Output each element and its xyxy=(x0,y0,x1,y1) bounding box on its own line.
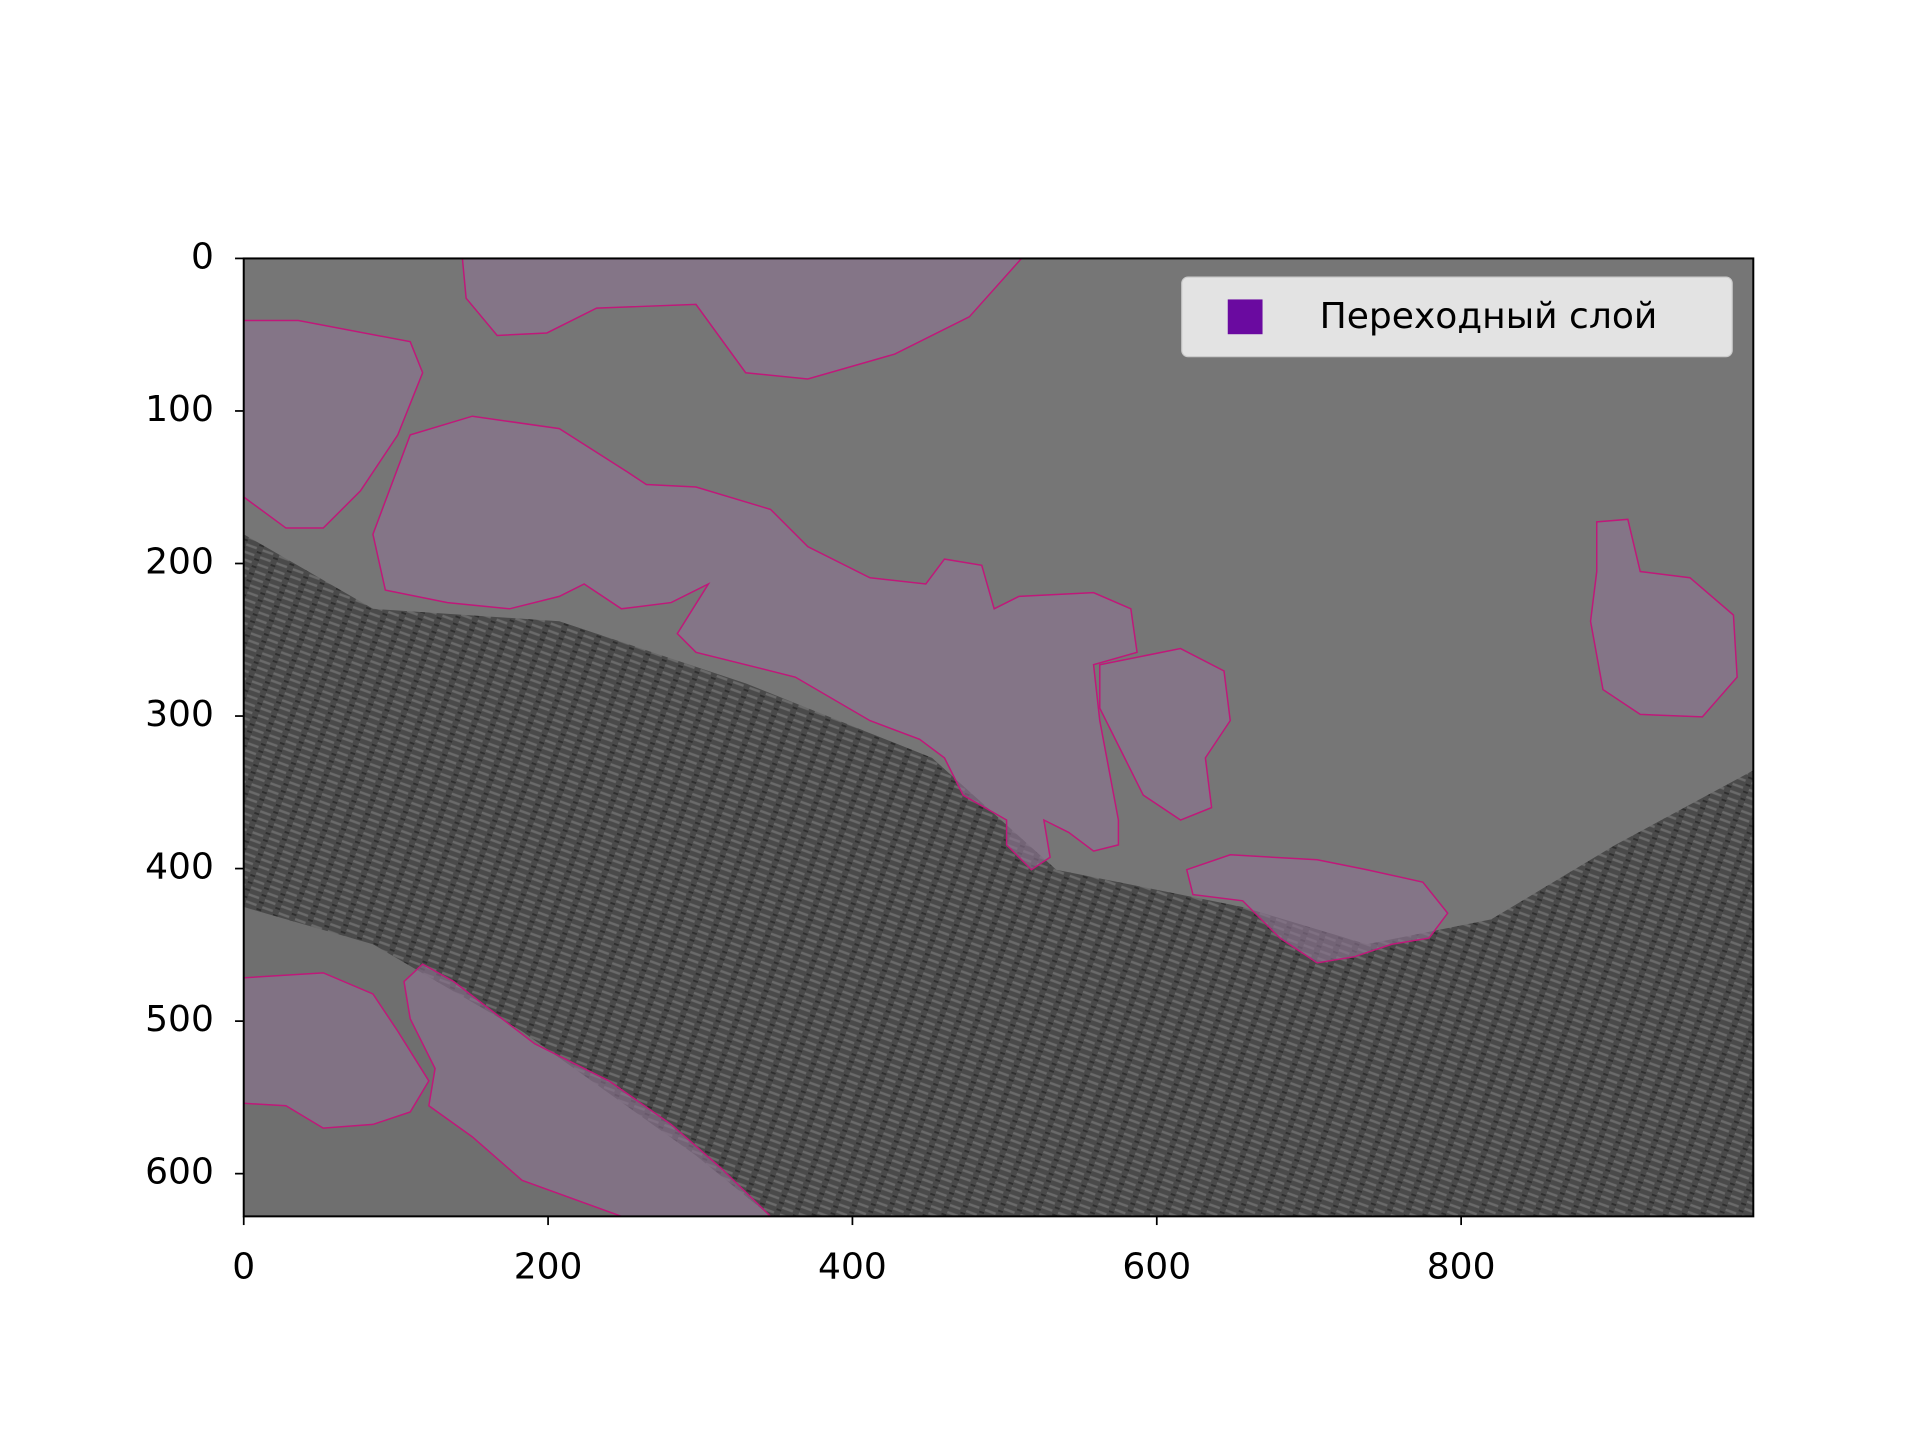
legend-label: Переходный слой xyxy=(1320,296,1658,337)
y-tick-label: 100 xyxy=(145,389,214,430)
y-tick-label: 600 xyxy=(145,1152,214,1193)
region xyxy=(403,963,772,1217)
region xyxy=(243,972,430,1129)
legend-marker xyxy=(1227,299,1263,335)
x-tick-label: 400 xyxy=(818,1247,887,1288)
x-tick-label: 800 xyxy=(1427,1247,1496,1288)
region xyxy=(1589,518,1738,718)
y-tick-label: 300 xyxy=(145,694,214,735)
textured-zone xyxy=(243,534,1754,1217)
x-tick-label: 200 xyxy=(514,1247,583,1288)
region xyxy=(1099,647,1232,821)
x-tick-label: 600 xyxy=(1122,1247,1191,1288)
y-tick-label: 200 xyxy=(145,542,214,583)
region xyxy=(461,258,1023,380)
legend-box xyxy=(1181,276,1733,358)
region xyxy=(372,415,1138,871)
micrograph xyxy=(243,258,1754,1217)
y-tick-label: 500 xyxy=(145,999,214,1040)
region xyxy=(1185,854,1449,964)
region xyxy=(243,319,424,529)
x-tick-label: 0 xyxy=(232,1247,255,1288)
axes-frame xyxy=(242,257,1755,1218)
y-tick-label: 400 xyxy=(145,847,214,888)
y-tick-label: 0 xyxy=(191,236,214,277)
legend: Переходный слой xyxy=(1181,276,1733,358)
